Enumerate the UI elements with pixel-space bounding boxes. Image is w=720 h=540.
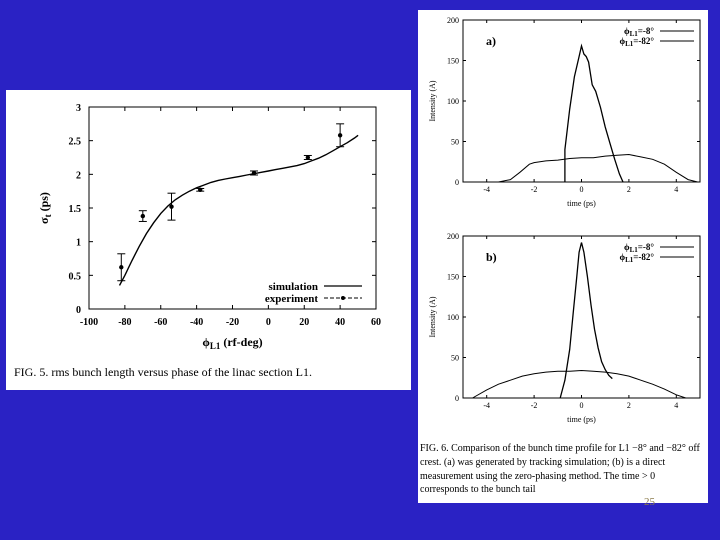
fig5-plot-frame — [88, 106, 377, 310]
fig5-y-tick-label: 2 — [76, 170, 81, 181]
fig5-x-tick-label: 40 — [335, 317, 345, 328]
fig6a-x-tick-label: -4 — [483, 185, 490, 194]
fig6a-y-tick-label: 0 — [455, 178, 459, 187]
fig5-x-tick-label: -40 — [190, 317, 203, 328]
fig6a-panel-label: a) — [486, 34, 496, 48]
fig5-y-tick-label: 0.5 — [69, 271, 82, 282]
fig5-experiment-point — [196, 187, 205, 193]
figure-6-panel: -4 -2 0 2 4 0 50 100 150 200 time (ps) Intensity (A… — [418, 10, 708, 503]
fig6-caption: FIG. 6. Comparison of the bunch time pro… — [420, 443, 700, 496]
fig5-x-tick-label: -20 — [226, 317, 239, 328]
fig5-x-tick-label: -100 — [80, 317, 98, 328]
fig6a-legend-entry-1: ϕL1=-8° — [624, 26, 654, 38]
fig6a-x-axis-label: time (ps) — [567, 199, 596, 208]
fig5-chart: -100 -80 -60 -40 -20 0 20 40 60 0 0.5 1 1.5 2 2.5 3 ϕL1 … — [37, 103, 381, 351]
figure-5-panel: -100 -80 -60 -40 -20 0 20 40 60 0 0.5 1 1.5 2 2.5 3 ϕL1 … — [6, 90, 411, 390]
fig5-experiment-marker — [305, 155, 311, 160]
fig6b-x-tick-label: 0 — [580, 401, 584, 410]
fig6b-panel-label: b) — [486, 250, 497, 264]
fig6a-series-minus8 — [474, 153, 698, 183]
fig6b-y-tick-label: 50 — [451, 354, 459, 363]
fig5-x-tick-label: 20 — [299, 317, 309, 328]
fig6b-y-tick-label: 100 — [447, 313, 459, 322]
fig5-experiment-marker — [119, 265, 124, 270]
fig5-x-tick-label: 60 — [371, 317, 381, 328]
fig6a-y-tick-label: 50 — [451, 138, 459, 147]
fig5-x-tick-label: -60 — [154, 317, 167, 328]
fig6b-plot-frame — [462, 235, 701, 399]
fig6a-y-axis-label: Intensity (A) — [428, 80, 437, 121]
fig6b-x-tick-label: 2 — [627, 401, 631, 410]
fig6a-y-tick-label: 200 — [447, 16, 459, 25]
fig5-experiment-marker — [251, 170, 257, 176]
fig5-y-tick-label: 3 — [76, 103, 81, 114]
fig5-x-axis-label: ϕL1 (rf-deg) — [202, 335, 262, 351]
fig6a-y-tick-label: 100 — [447, 97, 459, 106]
fig5-experiment-point — [138, 210, 147, 222]
fig5-y-axis-label: σt (ps) — [37, 192, 53, 224]
fig6b-series-minus82 — [559, 242, 613, 399]
fig6b-y-tick-label: 150 — [447, 273, 459, 282]
fig5-y-tick-label: 2.5 — [69, 137, 82, 148]
fig5-experiment-point — [167, 192, 176, 221]
fig5-y-tick-label: 1 — [76, 238, 81, 249]
fig5-experiment-marker — [337, 133, 343, 138]
fig5-experiment-marker — [140, 213, 146, 219]
fig6b-y-axis-label: Intensity (A) — [428, 296, 437, 337]
fig5-experiment-point — [336, 123, 345, 148]
fig5-experiment-marker — [169, 204, 174, 209]
fig5-legend-simulation: simulation — [268, 281, 318, 293]
fig5-legend-experiment: experiment — [265, 293, 318, 305]
fig6a-series-minus82 — [564, 43, 624, 183]
fig5-experiment-point — [250, 170, 259, 176]
fig5-y-tick-label: 0 — [76, 305, 81, 316]
fig6b-y-tick-label: 0 — [455, 394, 459, 403]
fig6b-legend-entry-1: ϕL1=-8° — [624, 242, 654, 254]
fig6b-x-tick-label: -4 — [483, 401, 490, 410]
fig5-legend-experiment-marker — [341, 296, 345, 300]
fig5-experiment-point — [117, 253, 126, 282]
fig6a-x-tick-label: 0 — [580, 185, 584, 194]
fig6a-legend-entry-2: ϕL1=-82° — [619, 36, 654, 48]
fig5-experiment-point — [303, 154, 312, 161]
fig5-experiment-marker — [198, 187, 203, 193]
fig5-simulation-curve — [118, 134, 359, 286]
fig6b-series-minus8 — [472, 369, 686, 399]
fig6b-x-axis-label: time (ps) — [567, 415, 596, 424]
fig6a-x-tick-label: 2 — [627, 185, 631, 194]
fig6b-legend-entry-2: ϕL1=-82° — [619, 252, 654, 264]
fig6b-y-tick-label: 200 — [447, 232, 459, 241]
fig5-x-tick-label: 0 — [266, 317, 271, 328]
page-number: 25 — [644, 496, 655, 508]
fig6a-x-tick-label: -2 — [531, 185, 538, 194]
fig6b-x-tick-label: -2 — [531, 401, 538, 410]
fig6a-y-tick-label: 150 — [447, 57, 459, 66]
fig5-x-tick-label: -80 — [118, 317, 131, 328]
fig5-y-tick-label: 1.5 — [69, 204, 82, 215]
fig6a-x-tick-label: 4 — [674, 185, 678, 194]
fig5-caption: FIG. 5. rms bunch length versus phase of… — [14, 365, 312, 379]
fig6b-x-tick-label: 4 — [674, 401, 678, 410]
